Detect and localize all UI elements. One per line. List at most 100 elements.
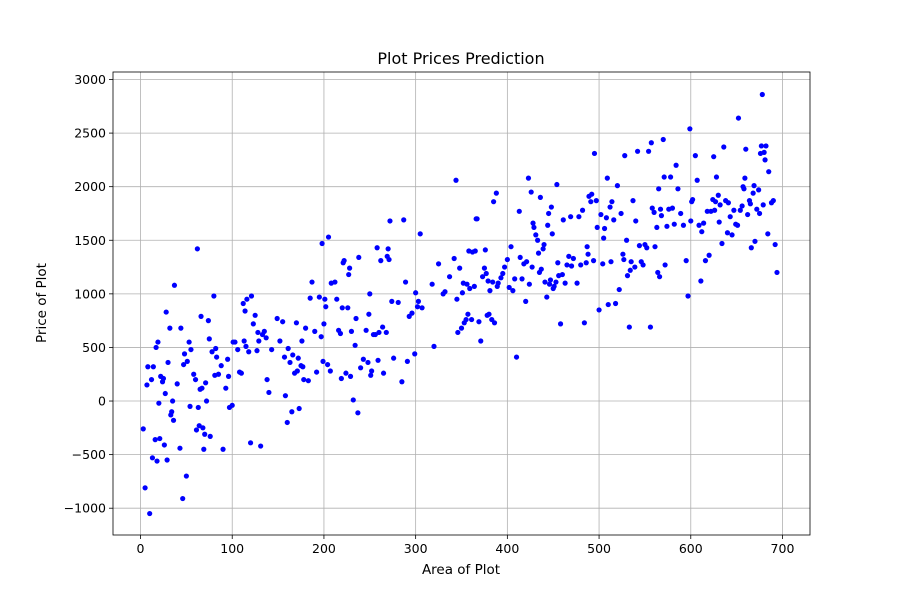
data-point — [609, 199, 615, 205]
data-point — [706, 252, 712, 258]
data-point — [551, 283, 557, 289]
data-point — [254, 348, 260, 354]
data-point — [725, 200, 731, 206]
data-point — [327, 368, 333, 374]
data-point — [628, 259, 634, 265]
data-point — [535, 237, 541, 243]
data-point — [568, 214, 574, 220]
data-point — [380, 324, 386, 330]
data-point — [756, 187, 762, 193]
data-point — [766, 169, 772, 175]
data-point — [719, 240, 725, 247]
data-point — [756, 210, 763, 217]
data-point — [648, 140, 654, 146]
data-point — [664, 223, 670, 229]
data-point — [479, 274, 486, 280]
data-point — [207, 433, 213, 439]
data-point — [401, 217, 407, 223]
data-point — [345, 305, 351, 311]
data-point — [601, 235, 607, 241]
data-point — [429, 281, 435, 287]
x-tick-label: 0 — [137, 541, 145, 556]
data-point — [742, 175, 748, 181]
data-point — [294, 368, 300, 374]
data-point — [626, 324, 632, 330]
data-point — [170, 398, 176, 404]
x-tick-label: 300 — [404, 541, 428, 556]
data-point — [225, 356, 231, 362]
data-point — [634, 148, 641, 154]
data-point — [147, 510, 153, 517]
data-point — [759, 91, 765, 98]
data-point — [376, 329, 382, 336]
data-point — [223, 385, 229, 391]
data-point — [261, 328, 267, 334]
data-point — [318, 334, 324, 340]
data-point — [247, 440, 254, 446]
data-point — [366, 311, 372, 317]
data-point — [177, 445, 183, 451]
data-point — [367, 291, 373, 297]
data-point — [241, 338, 247, 344]
data-point — [383, 329, 389, 336]
data-point — [453, 177, 459, 183]
data-point — [702, 258, 709, 264]
data-point — [156, 400, 162, 406]
data-point — [490, 279, 496, 285]
data-point — [238, 370, 244, 376]
data-point — [762, 157, 768, 163]
data-point — [192, 376, 199, 383]
data-point — [533, 232, 539, 238]
data-point — [458, 325, 465, 331]
data-point — [309, 279, 315, 285]
data-point — [715, 192, 721, 198]
data-point — [474, 216, 480, 222]
data-point — [751, 183, 757, 189]
y-tick-label: 0 — [98, 394, 106, 409]
data-point — [570, 255, 576, 262]
chart-title: Plot Prices Prediction — [377, 49, 544, 68]
data-point — [165, 359, 171, 366]
data-point — [242, 308, 248, 314]
data-point — [627, 267, 633, 273]
data-points — [140, 91, 780, 517]
data-point — [316, 294, 322, 300]
data-point — [368, 372, 374, 378]
data-point — [763, 143, 769, 149]
data-point — [293, 320, 300, 326]
data-point — [161, 442, 167, 448]
data-point — [142, 485, 148, 491]
data-point — [564, 262, 570, 268]
data-point — [451, 255, 457, 262]
data-point — [399, 379, 405, 385]
axes-frame — [112, 71, 811, 536]
data-point — [184, 358, 190, 364]
data-point — [471, 283, 477, 289]
data-point — [596, 307, 602, 313]
data-point — [160, 375, 167, 382]
y-tick-label: 500 — [82, 340, 106, 355]
data-point — [591, 150, 598, 157]
data-point — [645, 148, 652, 154]
data-point — [694, 177, 700, 183]
data-point — [205, 318, 211, 324]
data-point — [356, 254, 362, 261]
data-point — [148, 376, 155, 383]
data-point — [435, 261, 442, 267]
data-point — [325, 234, 332, 240]
data-point — [737, 207, 743, 213]
data-point — [656, 274, 663, 280]
data-point — [500, 270, 506, 277]
data-point — [389, 298, 395, 304]
data-point — [334, 296, 340, 302]
data-point — [656, 186, 662, 192]
data-point — [546, 210, 552, 217]
data-point — [555, 260, 561, 266]
data-point — [468, 316, 475, 323]
data-point — [576, 214, 582, 220]
data-point — [758, 143, 764, 149]
data-point — [701, 220, 707, 226]
x-tick-label: 400 — [495, 541, 519, 556]
data-point — [633, 218, 639, 224]
